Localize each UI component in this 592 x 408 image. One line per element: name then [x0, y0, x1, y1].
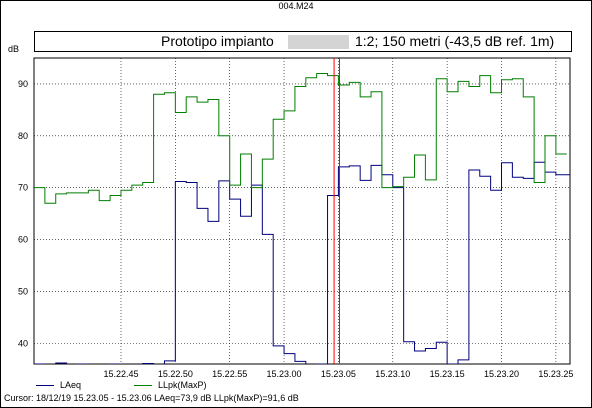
- y-tick-label: 80: [18, 131, 28, 141]
- chart-title-box: Prototipo impianto 1:2; 150 metri (-43,5…: [34, 31, 572, 52]
- x-tick-label: 15.23.00: [267, 369, 302, 379]
- file-title: 004.M24: [278, 1, 314, 11]
- legend-label-laeq: LAeq: [60, 380, 82, 390]
- y-tick-label: 60: [18, 235, 28, 245]
- plot-area[interactable]: [33, 57, 571, 365]
- y-tick-label: 70: [18, 183, 28, 193]
- legend-swatch-laeq: [36, 385, 54, 387]
- x-tick-label: 15.23.25: [538, 369, 573, 379]
- x-tick-label: 15.22.50: [158, 369, 193, 379]
- legend-swatch-llpk: [134, 385, 152, 387]
- redacted-block: [288, 35, 349, 49]
- y-unit-label: dB: [8, 44, 20, 54]
- x-tick-label: 15.22.55: [212, 369, 247, 379]
- series-line-laeq[interactable]: [34, 161, 592, 365]
- chart-title-left: Prototipo impianto: [161, 33, 274, 49]
- series-line-llpk-maxp-[interactable]: [34, 73, 567, 204]
- legend-label-llpk: LLpk(MaxP): [158, 380, 207, 390]
- y-tick-label: 90: [18, 79, 28, 89]
- y-tick-label: 40: [18, 338, 28, 348]
- x-tick-label: 15.23.10: [375, 369, 410, 379]
- x-tick-label: 15.22.45: [103, 369, 138, 379]
- x-tick-label: 15.23.05: [321, 369, 356, 379]
- x-tick-label: 15.23.15: [430, 369, 465, 379]
- chart-title-right: 1:2; 150 metri (-43,5 dB ref. 1m): [355, 33, 555, 49]
- legend-item-llpk: LLpk(MaxP): [134, 380, 207, 390]
- x-tick-label: 15.23.20: [484, 369, 519, 379]
- cursor-readout: Cursor: 18/12/19 15.23.05 - 15.23.06 LAe…: [4, 393, 299, 403]
- legend-item-laeq: LAeq: [36, 380, 81, 390]
- y-tick-label: 50: [18, 286, 28, 296]
